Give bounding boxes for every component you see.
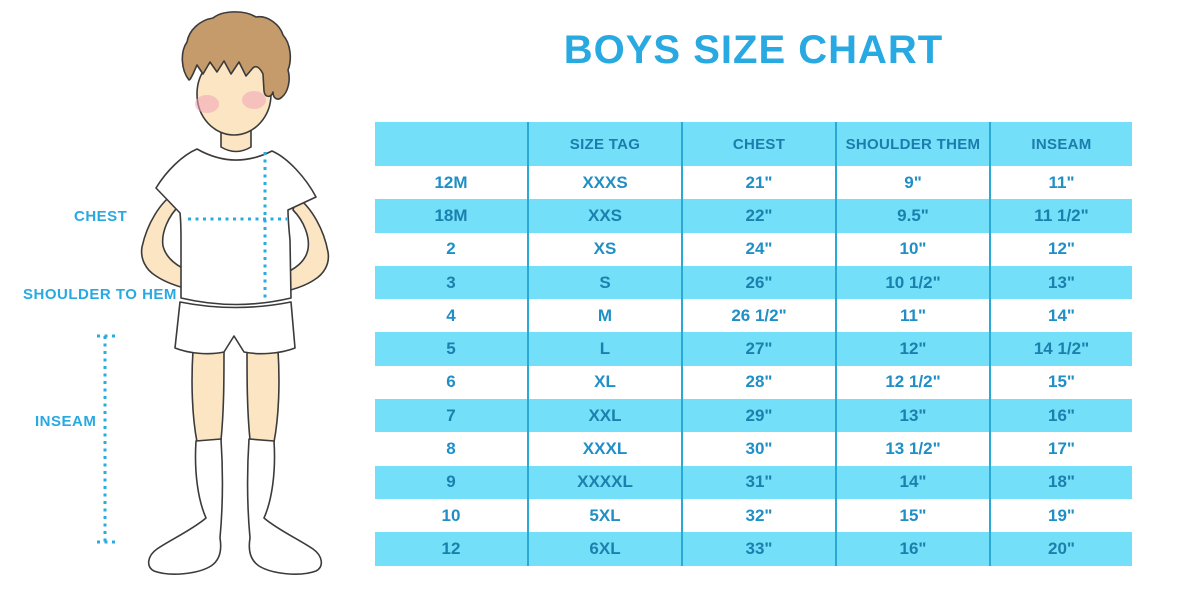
table-row: 4 M 26 1/2" 11" 14" [375, 299, 1132, 333]
table-cell: 24" [681, 232, 835, 266]
table-cell: 13 1/2" [835, 432, 989, 466]
table-cell: 19" [989, 498, 1132, 533]
figure-right-arm [279, 196, 330, 293]
table-cell: 32" [681, 498, 835, 533]
table-cell: 17" [989, 432, 1132, 466]
figure-hair [181, 11, 292, 100]
table-cell: 11" [835, 299, 989, 333]
figure-shirt [155, 148, 317, 306]
table-cell: 6 [446, 372, 456, 392]
table-cell: 21" [681, 166, 835, 200]
table-row: 5 L 27" 12" 14 1/2" [375, 332, 1132, 366]
table-cell: 16" [835, 532, 989, 566]
figure-left-arm [140, 191, 193, 290]
table-cell: 4 [446, 305, 456, 325]
figure-left-leg [191, 349, 225, 443]
header-cell-shoulder: SHOULDER THEM [835, 122, 989, 166]
table-cell: 7 [446, 405, 456, 425]
table-cell: 11 1/2" [989, 199, 1132, 233]
table-cell: XXS [527, 199, 681, 233]
table-cell: 12 [441, 538, 461, 558]
table-row: 12M XXXS 21" 9" 11" [375, 166, 1132, 200]
header-cell-inseam: INSEAM [989, 122, 1132, 166]
table-row: 18M XXS 22" 9.5" 11 1/2" [375, 199, 1132, 233]
table-cell: 26 1/2" [681, 299, 835, 333]
table-header-row: SIZE TAG CHEST SHOULDER THEM INSEAM [375, 122, 1132, 166]
header-cell-chest: CHEST [681, 122, 835, 166]
table-cell: 10 [441, 505, 461, 525]
table-row: 9 XXXXL 31" 14" 18" [375, 465, 1132, 499]
figure-left-sock [147, 438, 224, 575]
table-cell: 2 [446, 239, 456, 259]
table-row: 3 S 26" 10 1/2" 13" [375, 265, 1132, 300]
table-cell: 18" [989, 465, 1132, 499]
table-cell: XL [527, 365, 681, 400]
table-cell: 15" [989, 365, 1132, 400]
chest-label: CHEST [74, 208, 128, 225]
table-cell: L [527, 332, 681, 366]
table-cell: 13" [989, 265, 1132, 300]
table-cell: 12M [434, 172, 468, 192]
table-row: 2 XS 24" 10" 12" [375, 232, 1132, 266]
header-cell-size [375, 122, 527, 166]
table-cell: 33" [681, 532, 835, 566]
table-cell: 30" [681, 432, 835, 466]
table-cell: 9" [835, 166, 989, 200]
table-cell: 20" [989, 532, 1132, 566]
table-cell: 10 1/2" [835, 265, 989, 300]
table-cell: S [527, 265, 681, 300]
table-cell: 11" [989, 166, 1132, 200]
table-cell: 9 [446, 472, 456, 492]
blush-left [195, 95, 219, 113]
table-row: 8 XXXL 30" 13 1/2" 17" [375, 432, 1132, 466]
table-cell: 10" [835, 232, 989, 266]
figure-right-leg [246, 349, 280, 443]
figure-shorts [174, 301, 296, 355]
table-cell: 5XL [527, 498, 681, 533]
table-cell: 22" [681, 199, 835, 233]
table-cell: 28" [681, 365, 835, 400]
table-row: 10 5XL 32" 15" 19" [375, 498, 1132, 533]
table-cell: 6XL [527, 532, 681, 566]
size-chart-table: SIZE TAG CHEST SHOULDER THEM INSEAM 12M X… [375, 122, 1132, 566]
table-cell: 14" [835, 465, 989, 499]
table-cell: M [527, 299, 681, 333]
table-cell: 27" [681, 332, 835, 366]
figure-right-sock [246, 438, 323, 575]
table-cell: 5 [446, 339, 456, 359]
table-cell: 15" [835, 498, 989, 533]
table-cell: 3 [446, 272, 456, 292]
shoulder-to-hem-label: SHOULDER TO HEM [23, 286, 177, 303]
table-cell: 12" [835, 332, 989, 366]
header-cell-size-tag: SIZE TAG [527, 122, 681, 166]
table-body: 12M XXXS 21" 9" 11" 18M XXS 22" 9.5" 11 1/2" 2 XS 24… [375, 166, 1132, 566]
table-cell: 26" [681, 265, 835, 300]
table-row: 12 6XL 33" 16" 20" [375, 532, 1132, 566]
boy-measurement-figure [97, 11, 330, 575]
table-cell: XS [527, 232, 681, 266]
table-row: 6 XL 28" 12 1/2" 15" [375, 365, 1132, 400]
table-cell: XXXL [527, 432, 681, 466]
table-cell: 31" [681, 465, 835, 499]
table-cell: 13" [835, 399, 989, 433]
table-cell: 12" [989, 232, 1132, 266]
page-title: BOYS SIZE CHART [563, 28, 944, 72]
table-cell: 14" [989, 299, 1132, 333]
inseam-label: INSEAM [35, 413, 97, 430]
blush-right [242, 91, 266, 109]
table-cell: XXL [527, 399, 681, 433]
table-cell: 16" [989, 399, 1132, 433]
table-cell: 18M [434, 205, 468, 225]
table-cell: 29" [681, 399, 835, 433]
table-cell: XXXS [527, 166, 681, 200]
table-cell: 8 [446, 439, 456, 459]
table-row: 7 XXL 29" 13" 16" [375, 399, 1132, 433]
table-cell: XXXXL [527, 465, 681, 499]
table-cell: 14 1/2" [989, 332, 1132, 366]
table-cell: 9.5" [835, 199, 989, 233]
table-cell: 12 1/2" [835, 365, 989, 400]
